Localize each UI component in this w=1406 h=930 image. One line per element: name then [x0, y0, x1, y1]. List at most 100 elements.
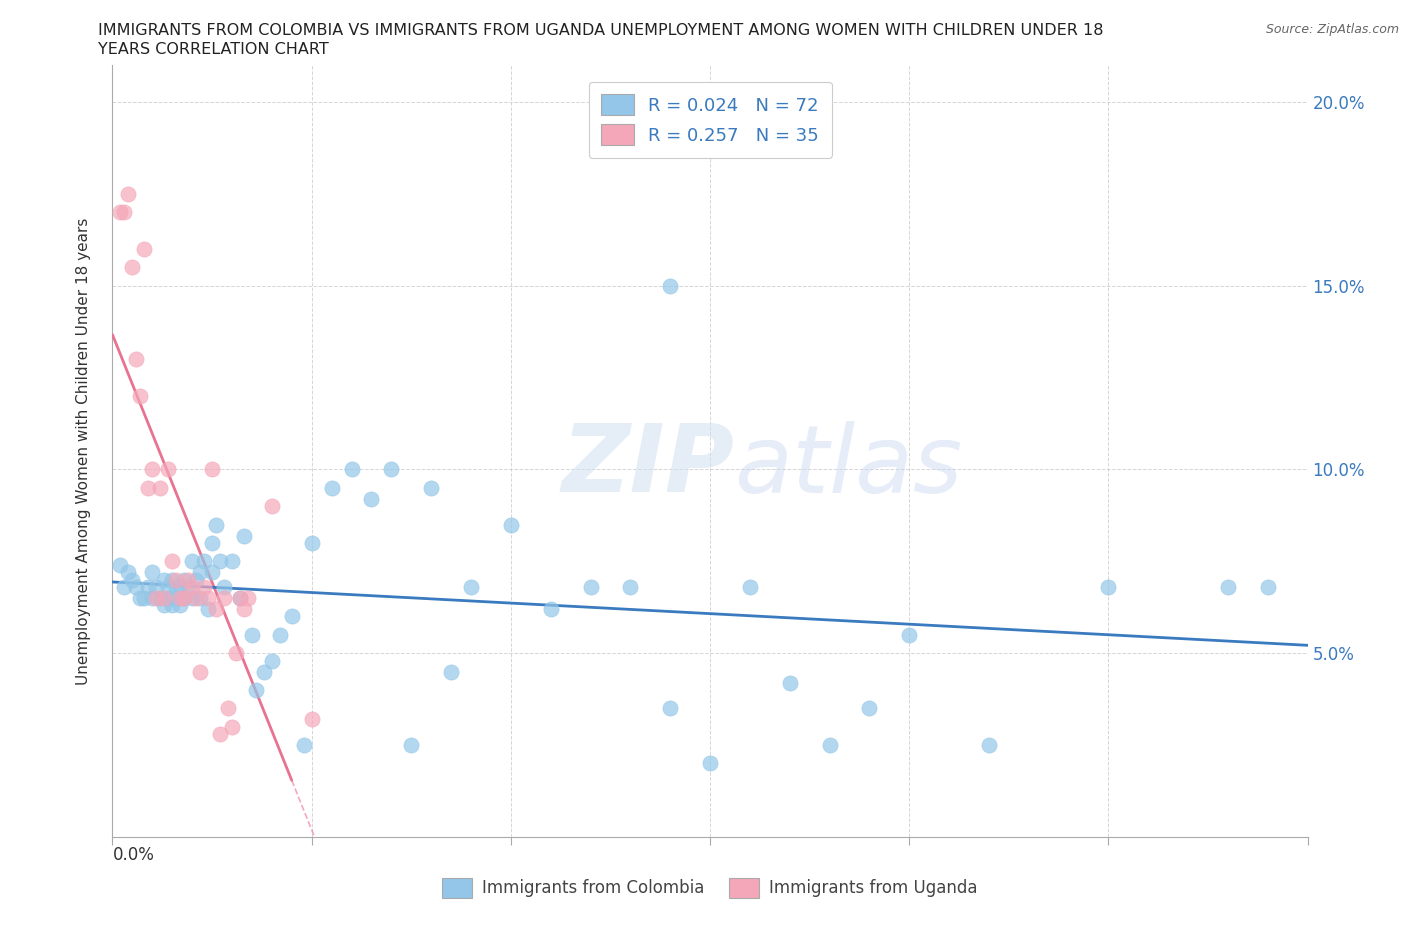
Point [253, 664, 276, 679]
Point [153, 591, 176, 605]
Text: ZIP: ZIP [561, 420, 734, 512]
Point [360, 491, 382, 506]
Point [117, 186, 139, 201]
Text: 0.0%: 0.0% [112, 846, 155, 864]
Point [153, 598, 176, 613]
Y-axis label: Unemployment Among Women with Children Under 18 years: Unemployment Among Women with Children U… [76, 218, 91, 684]
Point [779, 675, 801, 690]
Point [157, 462, 180, 477]
Point [292, 737, 315, 752]
Point [217, 701, 239, 716]
Point [165, 579, 187, 594]
Point [236, 591, 259, 605]
Point [858, 701, 880, 716]
Point [233, 528, 256, 543]
Point [240, 628, 263, 643]
Point [141, 462, 163, 477]
Point [221, 554, 243, 569]
Point [141, 565, 163, 579]
Point [141, 591, 163, 605]
Point [125, 579, 148, 594]
Point [260, 653, 283, 668]
Point [699, 756, 721, 771]
Point [1216, 579, 1239, 594]
Point [121, 572, 143, 587]
Point [201, 536, 224, 551]
Point [193, 554, 215, 569]
Point [121, 259, 143, 274]
Point [245, 683, 267, 698]
Point [201, 565, 224, 579]
Point [197, 602, 219, 617]
Point [110, 205, 132, 219]
Point [281, 609, 304, 624]
Point [114, 579, 135, 594]
Point [157, 591, 180, 605]
Point [181, 554, 204, 569]
Point [579, 579, 602, 594]
Point [173, 572, 195, 587]
Point [188, 664, 211, 679]
Point [149, 591, 172, 605]
Point [110, 558, 132, 573]
Point [186, 591, 208, 605]
Point [1097, 579, 1119, 594]
Point [162, 598, 183, 613]
Point [197, 591, 219, 605]
Point [229, 591, 252, 605]
Text: Source: ZipAtlas.com: Source: ZipAtlas.com [1265, 23, 1399, 36]
Point [181, 591, 204, 605]
Point [138, 481, 160, 496]
Point [420, 481, 443, 496]
Point [269, 628, 291, 643]
Point [134, 242, 156, 257]
Point [301, 712, 323, 727]
Point [401, 737, 423, 752]
Point [157, 579, 180, 594]
Point [186, 572, 208, 587]
Point [138, 579, 160, 594]
Point [818, 737, 841, 752]
Point [169, 579, 191, 594]
Point [129, 389, 152, 404]
Point [153, 572, 176, 587]
Point [659, 278, 682, 293]
Point [177, 572, 200, 587]
Point [162, 572, 183, 587]
Point [181, 579, 204, 594]
Point [165, 591, 187, 605]
Point [499, 517, 522, 532]
Point [193, 579, 215, 594]
Point [229, 591, 252, 605]
Point [173, 591, 195, 605]
Point [340, 462, 363, 477]
Point [188, 565, 211, 579]
Text: atlas: atlas [734, 421, 962, 512]
Point [233, 602, 256, 617]
Point [162, 554, 183, 569]
Point [117, 565, 139, 579]
Point [145, 579, 167, 594]
Point [188, 591, 211, 605]
Point [114, 205, 135, 219]
Point [977, 737, 1000, 752]
Point [129, 591, 152, 605]
Point [540, 602, 562, 617]
Point [738, 579, 761, 594]
Point [225, 645, 247, 660]
Point [321, 481, 343, 496]
Point [165, 572, 187, 587]
Point [145, 591, 167, 605]
Point [169, 598, 191, 613]
Point [212, 579, 235, 594]
Point [177, 579, 200, 594]
Point [898, 628, 921, 643]
Point [201, 462, 224, 477]
Point [205, 602, 228, 617]
Point [209, 726, 232, 741]
Point [619, 579, 641, 594]
Point [460, 579, 482, 594]
Point [173, 591, 195, 605]
Point [205, 517, 228, 532]
Point [301, 536, 323, 551]
